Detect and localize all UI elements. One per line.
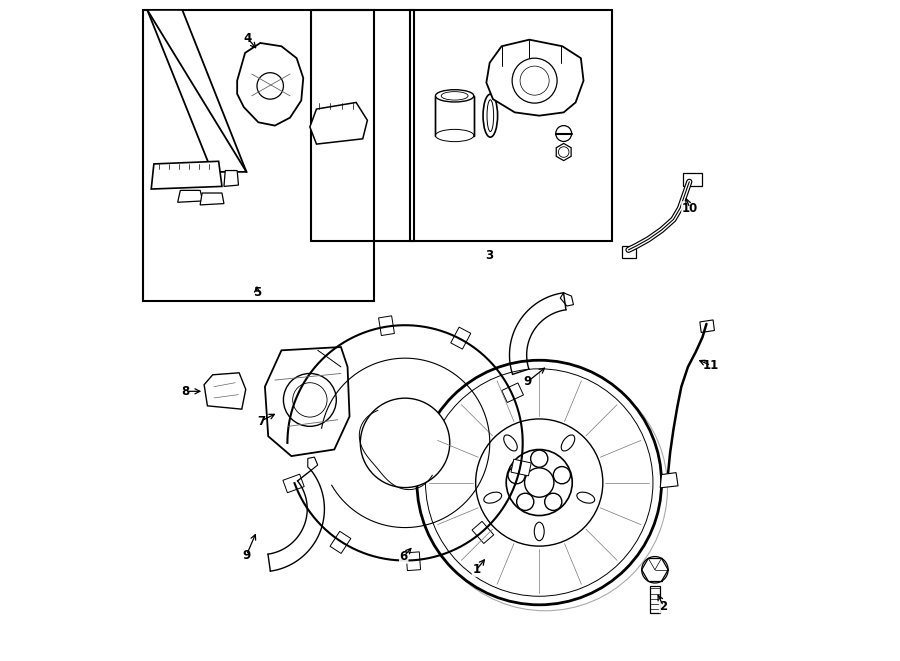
Circle shape (556, 126, 572, 141)
Text: 8: 8 (182, 385, 190, 398)
Text: 1: 1 (472, 563, 481, 576)
Ellipse shape (487, 100, 493, 132)
Polygon shape (148, 10, 247, 172)
Text: 4: 4 (244, 32, 252, 45)
Ellipse shape (577, 492, 595, 503)
Circle shape (508, 467, 525, 484)
Polygon shape (451, 327, 471, 349)
Polygon shape (472, 522, 494, 543)
Circle shape (512, 58, 557, 103)
Polygon shape (177, 190, 202, 202)
Text: 9: 9 (524, 375, 532, 388)
Circle shape (558, 147, 569, 157)
Polygon shape (330, 531, 351, 553)
Polygon shape (486, 40, 583, 116)
Ellipse shape (504, 435, 518, 451)
Text: 2: 2 (660, 600, 668, 613)
Polygon shape (406, 552, 420, 570)
Circle shape (284, 373, 337, 426)
Text: 6: 6 (400, 550, 408, 563)
Polygon shape (309, 350, 330, 371)
Text: 7: 7 (256, 414, 265, 428)
Text: 9: 9 (242, 549, 250, 562)
Circle shape (544, 493, 562, 510)
Circle shape (554, 467, 571, 484)
Circle shape (417, 360, 662, 605)
Polygon shape (151, 161, 222, 189)
Polygon shape (310, 102, 367, 144)
Ellipse shape (441, 92, 468, 100)
Text: 11: 11 (703, 359, 719, 372)
Ellipse shape (562, 435, 575, 451)
Bar (651, 586, 660, 613)
Text: 3: 3 (486, 249, 494, 262)
Ellipse shape (436, 90, 473, 102)
Polygon shape (224, 171, 238, 186)
Polygon shape (379, 316, 394, 336)
Circle shape (525, 468, 554, 497)
Polygon shape (204, 373, 246, 409)
Polygon shape (265, 347, 349, 456)
Circle shape (642, 557, 668, 583)
Bar (683, 173, 702, 186)
Polygon shape (308, 457, 318, 471)
Circle shape (257, 73, 284, 99)
Bar (622, 246, 636, 258)
Ellipse shape (535, 522, 544, 541)
Polygon shape (501, 383, 524, 403)
Circle shape (506, 449, 572, 516)
Polygon shape (200, 193, 224, 205)
Polygon shape (560, 293, 573, 306)
Polygon shape (661, 473, 678, 488)
Polygon shape (283, 474, 304, 492)
Circle shape (360, 398, 450, 488)
Polygon shape (511, 459, 531, 476)
Circle shape (531, 450, 548, 467)
Ellipse shape (484, 492, 501, 503)
Circle shape (517, 493, 534, 510)
Text: 10: 10 (682, 202, 698, 215)
Polygon shape (556, 143, 572, 161)
Polygon shape (238, 43, 303, 126)
Bar (436, 96, 473, 136)
Text: 5: 5 (253, 286, 261, 299)
Ellipse shape (436, 130, 473, 141)
Polygon shape (700, 320, 715, 332)
Ellipse shape (483, 95, 498, 137)
